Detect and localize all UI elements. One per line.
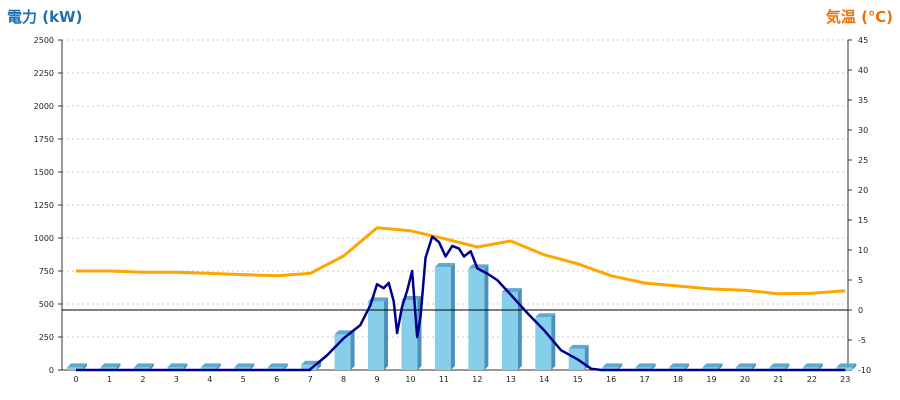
power-bar — [67, 363, 87, 370]
power-bar — [434, 263, 455, 370]
x-tick-label: 11 — [439, 375, 449, 384]
x-tick-label: 15 — [573, 375, 583, 384]
x-tick-label: 19 — [706, 375, 716, 384]
x-tick-label: 16 — [606, 375, 616, 384]
right-tick-label: 25 — [858, 156, 868, 165]
x-tick-label: 18 — [673, 375, 683, 384]
left-tick-label: 2500 — [34, 36, 54, 45]
right-tick-label: 10 — [858, 246, 868, 255]
left-tick-label: 500 — [39, 300, 54, 309]
right-axis-title: 気温 (℃) — [825, 8, 893, 26]
grid-lines — [62, 39, 848, 338]
power-bar — [836, 363, 857, 370]
x-tick-label: 23 — [840, 375, 850, 384]
right-tick-label: 35 — [858, 96, 868, 105]
x-tick-label: 13 — [506, 375, 516, 384]
x-tick-label: 22 — [807, 375, 817, 384]
left-axis-labels: 0 250 500 750 1000 1250 1500 1750 2000 2250 2500 — [34, 36, 54, 375]
x-axis-labels: 0 1 2 3 4 5 6 7 8 9 10 11 12 13 14 15 16 17 18 19 20 21 22 23 — [73, 375, 850, 384]
right-tick-label: -5 — [858, 336, 866, 345]
power-bar — [368, 297, 389, 370]
power-bar — [702, 363, 723, 370]
left-tick-label: 1500 — [34, 168, 54, 177]
right-tick-label: 15 — [858, 216, 868, 225]
power-bar — [234, 363, 255, 370]
left-tick-label: 1000 — [34, 234, 54, 243]
power-line — [76, 235, 846, 372]
right-tick-label: 5 — [858, 276, 863, 285]
left-axis-title: 電力 (kW) — [7, 8, 83, 26]
left-tick-label: 2250 — [34, 69, 54, 78]
x-tick-label: 8 — [341, 375, 346, 384]
power-bars — [67, 263, 857, 370]
power-bar — [802, 363, 823, 370]
x-tick-label: 4 — [207, 375, 212, 384]
power-bar — [468, 264, 489, 370]
x-tick-label: 2 — [140, 375, 145, 384]
power-bar — [669, 363, 690, 370]
x-tick-label: 1 — [107, 375, 112, 384]
power-bar — [267, 363, 288, 370]
right-tick-label: 40 — [858, 66, 868, 75]
right-tick-label: -10 — [858, 366, 871, 375]
power-bar — [769, 363, 790, 370]
x-tick-label: 3 — [174, 375, 179, 384]
x-tick-label: 17 — [640, 375, 650, 384]
x-tick-label: 9 — [374, 375, 379, 384]
left-tick-label: 1250 — [34, 201, 54, 210]
power-bar — [167, 363, 188, 370]
x-tick-label: 10 — [405, 375, 415, 384]
x-tick-label: 7 — [308, 375, 313, 384]
x-tick-label: 6 — [274, 375, 279, 384]
left-tick-label: 2000 — [34, 102, 54, 111]
left-tick-label: 750 — [39, 267, 54, 276]
x-tick-label: 14 — [539, 375, 549, 384]
right-tick-label: 45 — [858, 36, 868, 45]
series-lines — [76, 226, 846, 372]
right-tick-label: 20 — [858, 186, 868, 195]
x-tick-label: 5 — [241, 375, 246, 384]
right-tick-label: 30 — [858, 126, 868, 135]
left-tick-label: 0 — [49, 366, 54, 375]
power-bar — [602, 363, 623, 370]
power-bar — [100, 363, 121, 370]
x-tick-label: 20 — [740, 375, 750, 384]
x-tick-label: 21 — [773, 375, 783, 384]
x-tick-label: 0 — [73, 375, 78, 384]
power-bar — [735, 363, 756, 370]
left-tick-label: 1750 — [34, 135, 54, 144]
right-tick-label: 0 — [858, 306, 863, 315]
power-bar — [200, 363, 221, 370]
left-tick-label: 250 — [39, 333, 54, 342]
power-bar — [133, 363, 154, 370]
power-bar — [501, 288, 522, 370]
x-tick-label: 12 — [472, 375, 482, 384]
power-bar — [635, 363, 656, 370]
right-axis-labels: -10 -5 0 5 10 15 20 25 30 35 40 45 — [858, 36, 871, 375]
temperature-line — [76, 226, 846, 296]
